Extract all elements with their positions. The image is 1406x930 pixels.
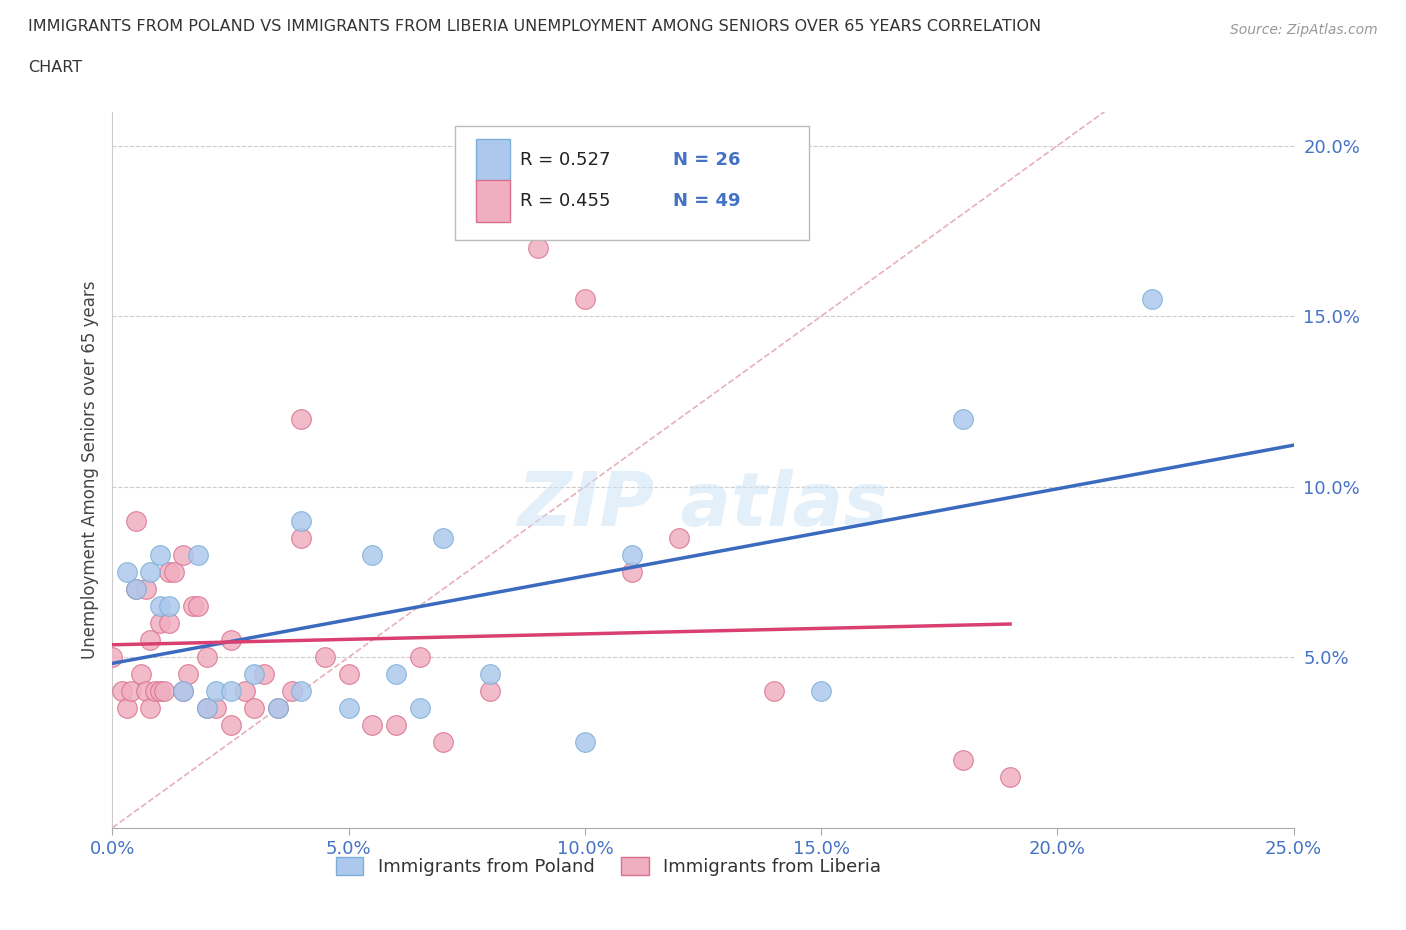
- Point: [153, 684, 176, 698]
- Point: [233, 684, 256, 698]
- Point: [479, 684, 502, 698]
- Point: [526, 241, 548, 256]
- Point: [385, 667, 408, 682]
- Point: [177, 667, 200, 682]
- Point: [172, 548, 194, 563]
- Point: [115, 565, 138, 579]
- Point: [205, 684, 228, 698]
- Point: [129, 667, 152, 682]
- Point: [314, 650, 336, 665]
- Point: [290, 530, 312, 545]
- Point: [810, 684, 832, 698]
- Point: [135, 684, 157, 698]
- Point: [186, 548, 208, 563]
- Point: [172, 684, 194, 698]
- Point: [149, 599, 172, 614]
- Text: R = 0.527: R = 0.527: [520, 152, 610, 169]
- Point: [479, 667, 502, 682]
- Point: [290, 684, 312, 698]
- Point: [337, 701, 360, 716]
- Point: [267, 701, 290, 716]
- Point: [120, 684, 142, 698]
- Point: [219, 718, 242, 733]
- FancyBboxPatch shape: [477, 180, 510, 222]
- Point: [195, 701, 218, 716]
- Point: [186, 599, 208, 614]
- Point: [998, 769, 1021, 784]
- Point: [762, 684, 785, 698]
- Point: [139, 701, 162, 716]
- FancyBboxPatch shape: [456, 126, 810, 241]
- Legend: Immigrants from Poland, Immigrants from Liberia: Immigrants from Poland, Immigrants from …: [329, 849, 889, 884]
- Point: [172, 684, 194, 698]
- Point: [952, 752, 974, 767]
- Point: [621, 565, 644, 579]
- Point: [139, 632, 162, 647]
- Point: [1140, 292, 1163, 307]
- Point: [181, 599, 204, 614]
- Point: [253, 667, 276, 682]
- Point: [574, 735, 596, 750]
- Point: [149, 684, 172, 698]
- Point: [219, 684, 242, 698]
- Point: [267, 701, 290, 716]
- Text: CHART: CHART: [28, 60, 82, 75]
- Point: [432, 735, 454, 750]
- Point: [111, 684, 134, 698]
- Point: [219, 632, 242, 647]
- Point: [101, 650, 124, 665]
- Point: [281, 684, 304, 698]
- Point: [361, 718, 384, 733]
- Point: [290, 513, 312, 528]
- Point: [195, 701, 218, 716]
- Point: [952, 411, 974, 426]
- Point: [115, 701, 138, 716]
- Point: [337, 667, 360, 682]
- Point: [361, 548, 384, 563]
- FancyBboxPatch shape: [477, 140, 510, 181]
- Point: [668, 530, 690, 545]
- Point: [243, 701, 266, 716]
- Point: [385, 718, 408, 733]
- Point: [157, 599, 180, 614]
- Point: [408, 650, 430, 665]
- Point: [163, 565, 186, 579]
- Text: R = 0.455: R = 0.455: [520, 193, 610, 210]
- Point: [125, 513, 148, 528]
- Point: [290, 411, 312, 426]
- Text: Source: ZipAtlas.com: Source: ZipAtlas.com: [1230, 23, 1378, 37]
- Point: [149, 616, 172, 631]
- Point: [205, 701, 228, 716]
- Point: [125, 581, 148, 596]
- Y-axis label: Unemployment Among Seniors over 65 years: Unemployment Among Seniors over 65 years: [80, 281, 98, 658]
- Point: [149, 548, 172, 563]
- Text: IMMIGRANTS FROM POLAND VS IMMIGRANTS FROM LIBERIA UNEMPLOYMENT AMONG SENIORS OVE: IMMIGRANTS FROM POLAND VS IMMIGRANTS FRO…: [28, 19, 1042, 33]
- Point: [195, 650, 218, 665]
- Point: [157, 616, 180, 631]
- Point: [408, 701, 430, 716]
- Text: ZIP atlas: ZIP atlas: [517, 469, 889, 542]
- Point: [243, 667, 266, 682]
- Text: N = 26: N = 26: [673, 152, 741, 169]
- Text: N = 49: N = 49: [673, 193, 741, 210]
- Point: [621, 548, 644, 563]
- Point: [143, 684, 166, 698]
- Point: [157, 565, 180, 579]
- Point: [432, 530, 454, 545]
- Point: [139, 565, 162, 579]
- Point: [125, 581, 148, 596]
- Point: [135, 581, 157, 596]
- Point: [574, 292, 596, 307]
